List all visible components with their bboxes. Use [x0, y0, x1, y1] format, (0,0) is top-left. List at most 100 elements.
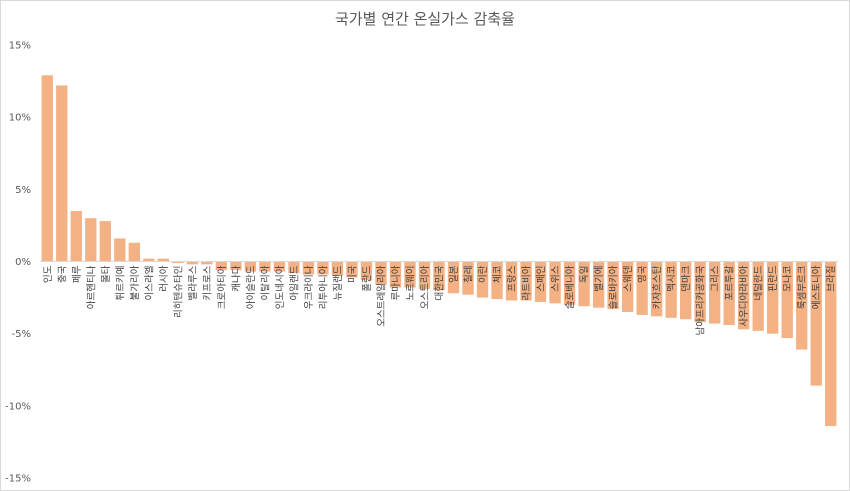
category-label: 에스토니아: [812, 265, 823, 309]
category-label: 영국: [638, 265, 649, 283]
bar: [375, 261, 387, 285]
bar: [621, 261, 634, 313]
category-label: 네덜란드: [753, 265, 765, 300]
category-label: 라트비아: [522, 265, 533, 300]
category-label: 이스라엘: [144, 265, 155, 300]
category-label: 브라질: [825, 266, 837, 292]
y-tick-label: 15%: [9, 41, 31, 52]
bar: [186, 261, 199, 265]
category-label: 핀란드: [767, 265, 779, 291]
bar: [114, 238, 126, 262]
bar: [752, 261, 764, 331]
category-label: 중국: [57, 265, 68, 283]
category-label: 독일: [580, 266, 591, 283]
y-tick-label: 5%: [15, 185, 31, 196]
category-label: 리히텐슈타인: [173, 266, 184, 318]
bar: [723, 261, 735, 326]
y-tick-label: -10%: [5, 401, 31, 412]
bar: [418, 261, 431, 289]
bar: [694, 261, 706, 323]
bar: [505, 261, 518, 301]
y-tick-label: 10%: [9, 113, 31, 124]
bar: [781, 261, 793, 338]
bar: [520, 261, 532, 301]
bar: [607, 261, 619, 310]
category-label: 노르웨이: [404, 266, 416, 301]
bar: [709, 261, 721, 324]
bar: [201, 261, 213, 265]
category-label: 남아프리카공화국: [696, 265, 707, 335]
bar: [41, 75, 53, 262]
bar: [549, 261, 561, 304]
category-label: 튀르키예: [114, 266, 126, 301]
category-label: 이란: [477, 265, 489, 283]
category-label: 인도네시아: [275, 265, 286, 309]
category-label: 오스트리아: [420, 265, 431, 309]
bar: [563, 261, 576, 305]
bar: [273, 261, 286, 272]
category-label: 멕시코: [667, 265, 678, 291]
category-label: 사우디아라비아: [739, 265, 750, 326]
category-label: 벨라루스: [188, 265, 199, 300]
category-label: 러시아: [159, 265, 170, 291]
bar: [360, 261, 373, 281]
category-label: 루마니아: [391, 265, 402, 300]
y-axis: 15% 10% 5% 0% -5% -10% -15%: [5, 41, 31, 485]
category-label: 리투아니아: [318, 265, 329, 309]
bar: [331, 261, 344, 276]
category-label: 아르헨티나: [85, 265, 97, 309]
bar: [317, 261, 329, 275]
bar: [491, 261, 503, 300]
y-tick-label: 0%: [15, 257, 31, 268]
chart-title: 국가별 연간 온실가스 감축율: [335, 10, 515, 28]
bar: [578, 261, 590, 307]
category-label: 미국: [347, 265, 358, 283]
bar: [259, 261, 271, 272]
category-label: 스페인: [536, 266, 547, 292]
bar: [172, 261, 184, 263]
category-label: 그리스: [710, 265, 721, 291]
bar: [157, 258, 169, 262]
category-label: 대한민국: [435, 265, 446, 300]
bar: [288, 261, 300, 274]
category-label: 오스트레일리아: [376, 265, 387, 326]
y-tick-label: -15%: [5, 474, 31, 485]
category-label: 덴마크: [681, 265, 692, 291]
bar: [650, 261, 663, 317]
bar: [665, 261, 677, 318]
bar: [447, 261, 460, 294]
y-tick-label: -5%: [12, 329, 31, 340]
bar: [128, 242, 140, 262]
category-label: 모나코: [783, 265, 794, 291]
category-label: 아일랜드: [289, 265, 300, 300]
category-label: 룩셈부르크: [797, 265, 808, 309]
category-label: 스웨덴: [622, 266, 634, 292]
bar: [462, 261, 474, 295]
bar: [143, 258, 155, 262]
category-label: 일본: [449, 265, 460, 283]
bar: [70, 210, 82, 262]
bar: [433, 261, 445, 291]
bar: [767, 261, 779, 334]
bar: [636, 261, 648, 315]
category-label: 키프로스: [202, 265, 213, 300]
category-label: 폴란드: [361, 265, 373, 291]
bar: [346, 261, 358, 278]
category-label: 포르투갈: [724, 265, 736, 300]
bar: [810, 261, 822, 386]
category-label: 우크라이나: [304, 265, 315, 309]
category-label: 페루: [72, 265, 83, 283]
category-labels: 인도 중국 페루 아르헨티나 몰타 튀르키예 불가리아 이스라엘 러시아 리히텐슈타인 벨라루스 키프…: [43, 265, 837, 335]
bar: [825, 261, 837, 427]
category-label: 인도: [43, 265, 54, 283]
bar: [404, 261, 416, 288]
bar: [244, 261, 257, 272]
bar: [56, 85, 68, 262]
category-label: 칠레: [464, 266, 475, 283]
category-label: 몰타: [101, 265, 112, 283]
bar: [302, 261, 315, 275]
bar: [85, 218, 97, 262]
category-label: 캐나다: [231, 265, 242, 291]
